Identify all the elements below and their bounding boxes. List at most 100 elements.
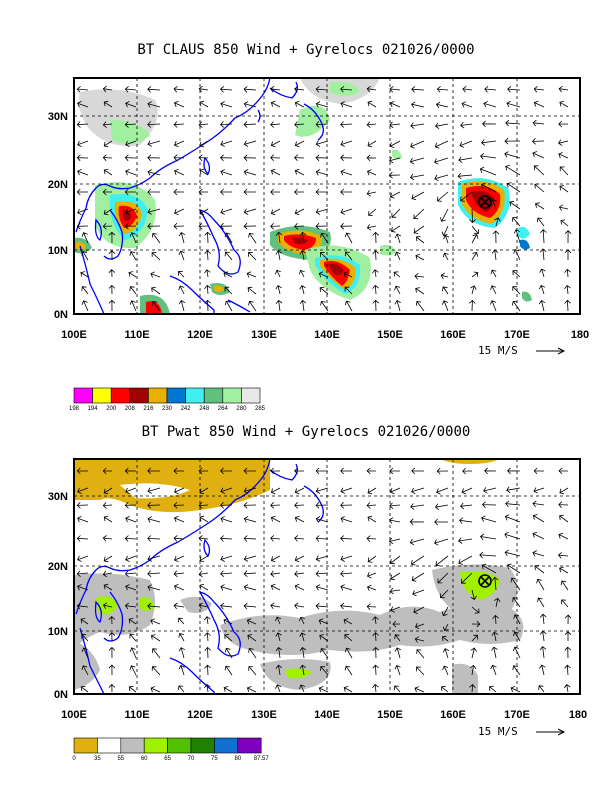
wind-vector bbox=[147, 516, 161, 523]
wind-vector bbox=[389, 85, 401, 93]
colorbar-swatch bbox=[190, 737, 215, 754]
wind-vector bbox=[411, 487, 425, 495]
wind-vector bbox=[344, 665, 353, 676]
wind-vector bbox=[410, 503, 425, 510]
wind-vector bbox=[460, 502, 473, 510]
wind-vector bbox=[340, 85, 353, 93]
wind-vector bbox=[198, 223, 209, 230]
wind-vector bbox=[243, 188, 256, 196]
wind-vector bbox=[372, 269, 379, 278]
wind-vector bbox=[490, 269, 497, 278]
wind-vector bbox=[199, 583, 209, 591]
wind-vector bbox=[533, 467, 545, 475]
wind-vector bbox=[412, 589, 425, 597]
wind-vector bbox=[484, 467, 497, 475]
wind-vector bbox=[340, 140, 353, 147]
wind-vector bbox=[173, 570, 185, 578]
wind-vector bbox=[125, 516, 137, 523]
wind-vector bbox=[532, 514, 545, 523]
wind-vector bbox=[366, 535, 377, 542]
wind-vector bbox=[340, 570, 353, 578]
wind-vector bbox=[340, 188, 352, 196]
wind-vector bbox=[147, 555, 161, 562]
wind-vector bbox=[220, 516, 233, 523]
wind-vector bbox=[243, 86, 257, 93]
wind-vector bbox=[223, 686, 233, 693]
wind-vector bbox=[315, 86, 329, 93]
colorbar-label: 35 bbox=[94, 756, 101, 762]
wind-vector bbox=[270, 188, 280, 196]
top-x-tick: 170E bbox=[504, 329, 530, 341]
bottom-pwat-shading bbox=[74, 459, 524, 694]
wind-vector bbox=[318, 271, 329, 278]
wind-vector bbox=[536, 578, 545, 591]
wind-vector bbox=[178, 299, 186, 312]
wind-vector bbox=[270, 535, 281, 542]
colorbar-swatch bbox=[129, 387, 149, 404]
top-cloud-shading bbox=[74, 78, 532, 314]
wind-vector bbox=[270, 208, 281, 216]
wind-vector bbox=[102, 85, 113, 93]
wind-vector bbox=[564, 299, 571, 312]
wind-vector bbox=[198, 188, 208, 196]
wind-vector bbox=[512, 646, 521, 659]
wind-vector bbox=[173, 502, 185, 509]
wind-vector bbox=[389, 101, 401, 108]
wind-vector bbox=[204, 664, 211, 676]
wind-vector bbox=[471, 271, 479, 278]
wind-vector bbox=[372, 632, 379, 642]
wind-vector bbox=[147, 101, 161, 108]
colorbar-label: 55 bbox=[117, 756, 124, 762]
wind-vector bbox=[458, 156, 473, 164]
wind-vector bbox=[151, 648, 161, 659]
wind-vector bbox=[124, 222, 137, 230]
wind-vector bbox=[394, 634, 401, 642]
wind-vector bbox=[471, 234, 479, 244]
wind-vector bbox=[389, 587, 401, 595]
wind-vector bbox=[275, 632, 282, 642]
wind-vector bbox=[411, 86, 425, 93]
wind-vector bbox=[108, 284, 116, 295]
wind-vector bbox=[275, 269, 281, 278]
wind-vector bbox=[147, 502, 161, 509]
wind-vector bbox=[275, 616, 282, 625]
wind-vector bbox=[243, 154, 257, 162]
wind-vector bbox=[441, 225, 449, 237]
wind-vector bbox=[320, 300, 329, 312]
colorbar-swatch bbox=[237, 737, 262, 754]
wind-vector bbox=[76, 154, 89, 162]
bottom-x-tick: 150E bbox=[377, 709, 403, 721]
wind-vector bbox=[198, 535, 209, 542]
wind-vector bbox=[124, 154, 137, 162]
wind-vector bbox=[471, 251, 478, 261]
wind-vector bbox=[435, 101, 449, 109]
wind-vector bbox=[367, 100, 377, 108]
bottom-y-tick: 20N bbox=[48, 561, 68, 573]
wind-vector bbox=[367, 140, 377, 148]
wind-vector bbox=[457, 172, 473, 180]
wind-vector bbox=[77, 584, 89, 591]
wind-vector bbox=[389, 191, 401, 199]
colorbar-swatch bbox=[73, 387, 93, 404]
wind-vector bbox=[220, 555, 233, 562]
wind-vector bbox=[298, 269, 305, 278]
wind-vector bbox=[471, 620, 481, 628]
wind-vector bbox=[151, 252, 161, 261]
colorbar-swatch bbox=[222, 387, 242, 404]
bottom-vector-reference: 15 M/S bbox=[478, 725, 566, 738]
wind-vector bbox=[81, 633, 89, 642]
wind-vector bbox=[147, 467, 161, 475]
wind-vector bbox=[315, 188, 328, 196]
wind-vector bbox=[220, 487, 233, 494]
top-y-tick: 20N bbox=[48, 179, 68, 191]
top-x-tick: 180 bbox=[571, 329, 589, 341]
wind-vector bbox=[414, 686, 425, 693]
wind-vector bbox=[199, 100, 209, 108]
top-gridlines bbox=[74, 78, 580, 314]
wind-vector bbox=[394, 299, 401, 312]
wind-vector bbox=[248, 648, 257, 659]
wind-vector bbox=[174, 208, 185, 216]
bottom-x-tick: 130E bbox=[251, 709, 277, 721]
wind-vector bbox=[411, 101, 425, 109]
wind-vector bbox=[344, 286, 353, 295]
